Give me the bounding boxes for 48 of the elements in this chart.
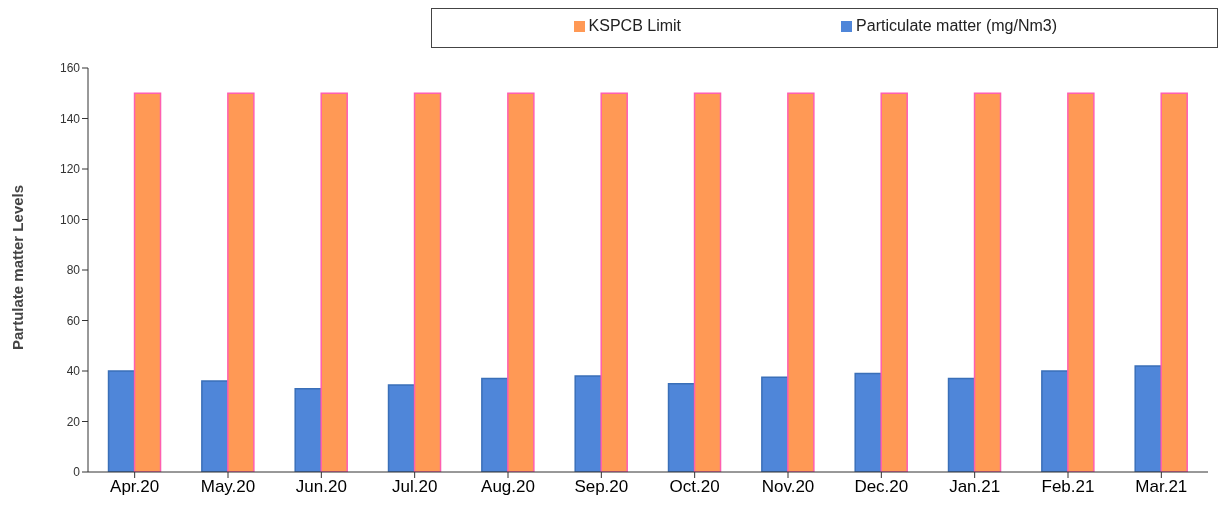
bar — [133, 92, 162, 472]
y-tick-label: 40 — [66, 364, 81, 379]
legend-label: KSPCB Limit — [588, 17, 682, 34]
bar — [973, 92, 1002, 472]
bar — [227, 92, 255, 472]
x-tick-label: Aug.20 — [481, 477, 535, 497]
x-tick-label: Jul.20 — [391, 477, 438, 497]
bar — [387, 384, 416, 472]
x-tick-label: Jun.20 — [295, 477, 347, 497]
bar — [413, 92, 442, 472]
bar — [787, 92, 815, 472]
x-tick-label: Nov.20 — [761, 477, 815, 497]
y-tick-label: 20 — [66, 414, 81, 429]
bar — [854, 372, 882, 472]
bar — [880, 92, 908, 472]
bar — [481, 377, 509, 472]
bar — [1134, 365, 1162, 472]
y-tick-label: 80 — [66, 263, 81, 278]
y-tick-label: 0 — [73, 465, 81, 480]
y-tick-label: 160 — [59, 61, 81, 76]
bar — [693, 92, 722, 472]
bar — [294, 387, 322, 472]
bar — [761, 376, 789, 472]
legend-label: Particulate matter (mg/Nm3) — [856, 17, 1057, 34]
x-tick-label: Dec.20 — [854, 477, 909, 497]
x-tick-label: Feb.21 — [1041, 477, 1095, 497]
bar — [667, 382, 696, 472]
bar — [201, 380, 229, 472]
bar — [947, 377, 976, 472]
x-tick-label: Sep.20 — [574, 477, 629, 497]
y-tick-label: 60 — [66, 313, 81, 328]
y-tick-label: 120 — [59, 162, 81, 177]
y-tick-label: 100 — [59, 212, 81, 227]
bar — [320, 92, 348, 472]
bar — [107, 370, 136, 472]
bar — [507, 92, 535, 472]
y-tick-label: 140 — [59, 111, 81, 126]
x-tick-label: Oct.20 — [669, 477, 720, 497]
y-axis-title: Partulate matter Levels — [9, 184, 27, 350]
x-tick-label: May.20 — [200, 477, 256, 497]
x-tick-label: Mar.21 — [1135, 477, 1188, 497]
x-tick-label: Apr.20 — [110, 477, 160, 497]
bar — [1067, 92, 1095, 472]
bar — [574, 375, 602, 472]
x-tick-label: Jan.21 — [949, 477, 1001, 497]
bar — [1041, 370, 1069, 472]
bar — [1160, 92, 1188, 472]
bar — [600, 92, 628, 472]
